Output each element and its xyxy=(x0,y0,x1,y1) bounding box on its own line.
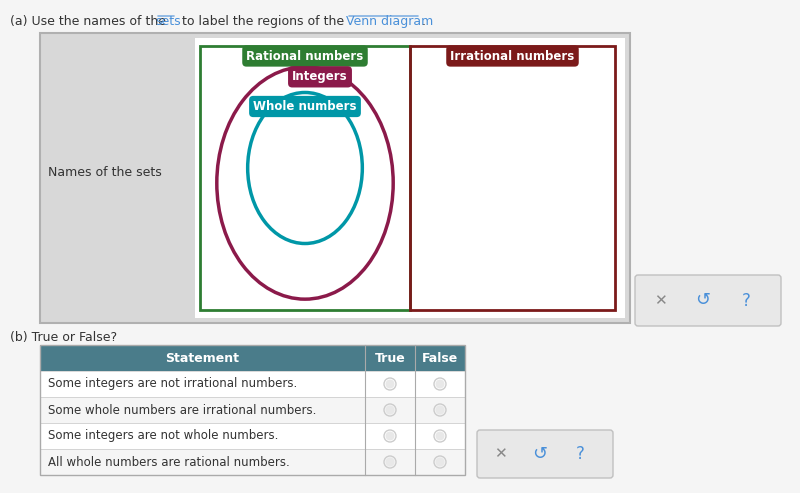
Circle shape xyxy=(386,458,394,466)
Text: Statement: Statement xyxy=(166,352,239,364)
Text: .: . xyxy=(422,15,426,28)
Text: Some integers are not whole numbers.: Some integers are not whole numbers. xyxy=(48,429,278,443)
Circle shape xyxy=(435,431,445,441)
Text: ↺: ↺ xyxy=(695,291,710,310)
Text: ?: ? xyxy=(742,291,750,310)
Text: ↺: ↺ xyxy=(533,445,547,463)
FancyBboxPatch shape xyxy=(40,371,465,397)
Text: Names of the sets: Names of the sets xyxy=(48,167,162,179)
Text: Integers: Integers xyxy=(292,70,348,83)
Circle shape xyxy=(435,380,445,388)
FancyBboxPatch shape xyxy=(195,38,625,318)
Text: Rational numbers: Rational numbers xyxy=(246,49,364,63)
Circle shape xyxy=(386,431,394,441)
Text: ?: ? xyxy=(575,445,585,463)
FancyBboxPatch shape xyxy=(40,423,465,449)
Text: Some whole numbers are irrational numbers.: Some whole numbers are irrational number… xyxy=(48,403,316,417)
Circle shape xyxy=(386,406,394,415)
Text: Whole numbers: Whole numbers xyxy=(254,100,357,113)
Text: sets: sets xyxy=(155,15,181,28)
Text: to label the regions of the: to label the regions of the xyxy=(178,15,348,28)
FancyBboxPatch shape xyxy=(635,275,781,326)
Text: (b) True or False?: (b) True or False? xyxy=(10,331,117,344)
Text: ✕: ✕ xyxy=(494,447,506,461)
FancyBboxPatch shape xyxy=(40,33,630,323)
Text: All whole numbers are rational numbers.: All whole numbers are rational numbers. xyxy=(48,456,290,468)
FancyBboxPatch shape xyxy=(40,345,465,371)
Circle shape xyxy=(435,406,445,415)
FancyBboxPatch shape xyxy=(477,430,613,478)
FancyBboxPatch shape xyxy=(40,397,465,423)
FancyBboxPatch shape xyxy=(40,449,465,475)
Text: False: False xyxy=(422,352,458,364)
Text: Irrational numbers: Irrational numbers xyxy=(450,49,574,63)
Circle shape xyxy=(386,380,394,388)
Text: Some integers are not irrational numbers.: Some integers are not irrational numbers… xyxy=(48,378,298,390)
Text: Venn diagram: Venn diagram xyxy=(346,15,434,28)
Text: ✕: ✕ xyxy=(654,293,666,308)
Circle shape xyxy=(435,458,445,466)
Text: (a) Use the names of the: (a) Use the names of the xyxy=(10,15,170,28)
Text: True: True xyxy=(374,352,406,364)
